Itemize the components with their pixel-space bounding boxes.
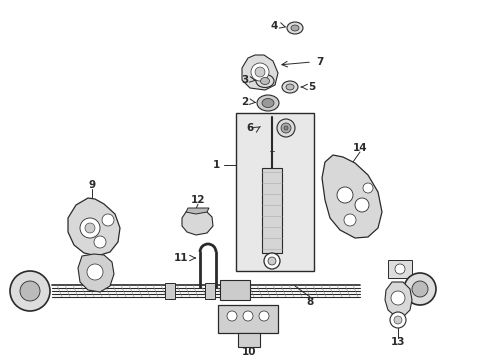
Ellipse shape — [256, 75, 273, 87]
Text: 12: 12 — [190, 195, 205, 205]
Circle shape — [102, 214, 114, 226]
Bar — [236, 113, 313, 271]
Ellipse shape — [260, 77, 269, 85]
Ellipse shape — [282, 81, 297, 93]
Text: 13: 13 — [390, 337, 405, 347]
Circle shape — [20, 281, 40, 301]
Circle shape — [94, 236, 106, 248]
Polygon shape — [321, 155, 381, 238]
Bar — [238, 333, 260, 347]
Circle shape — [411, 281, 427, 297]
Bar — [218, 305, 278, 333]
Circle shape — [226, 311, 237, 321]
Polygon shape — [182, 209, 213, 235]
Ellipse shape — [257, 95, 279, 111]
Circle shape — [403, 273, 435, 305]
Circle shape — [259, 311, 268, 321]
Ellipse shape — [286, 22, 303, 34]
Polygon shape — [384, 282, 411, 316]
Bar — [164, 283, 175, 299]
Circle shape — [10, 271, 50, 311]
Text: 4: 4 — [270, 21, 278, 31]
Circle shape — [281, 123, 290, 133]
Circle shape — [354, 198, 368, 212]
Circle shape — [243, 311, 252, 321]
Text: 5: 5 — [307, 82, 315, 92]
Ellipse shape — [262, 99, 273, 108]
Circle shape — [254, 67, 264, 77]
Circle shape — [264, 253, 280, 269]
Ellipse shape — [285, 84, 293, 90]
Text: 14: 14 — [352, 143, 366, 153]
Circle shape — [80, 218, 100, 238]
Text: 8: 8 — [306, 297, 313, 307]
Circle shape — [343, 214, 355, 226]
Text: 3: 3 — [241, 75, 248, 85]
Circle shape — [389, 312, 405, 328]
Text: 7: 7 — [315, 57, 323, 67]
Text: 11: 11 — [173, 253, 187, 263]
Bar — [387, 260, 411, 278]
Circle shape — [394, 264, 404, 274]
Text: 10: 10 — [241, 347, 256, 357]
Circle shape — [284, 126, 287, 130]
Circle shape — [267, 257, 275, 265]
Text: 9: 9 — [88, 180, 95, 190]
Circle shape — [362, 183, 372, 193]
Circle shape — [336, 187, 352, 203]
Circle shape — [87, 264, 103, 280]
Circle shape — [390, 291, 404, 305]
Polygon shape — [68, 198, 120, 256]
Polygon shape — [185, 208, 208, 214]
Circle shape — [85, 223, 95, 233]
Polygon shape — [78, 254, 114, 292]
Polygon shape — [242, 55, 278, 90]
Circle shape — [276, 119, 294, 137]
Bar — [204, 283, 215, 299]
Text: 6: 6 — [246, 123, 253, 133]
Bar — [220, 280, 249, 300]
Text: 1: 1 — [212, 160, 220, 170]
Ellipse shape — [290, 25, 298, 31]
Circle shape — [250, 63, 268, 81]
Text: 2: 2 — [240, 97, 247, 107]
Circle shape — [393, 316, 401, 324]
Bar — [262, 168, 282, 253]
